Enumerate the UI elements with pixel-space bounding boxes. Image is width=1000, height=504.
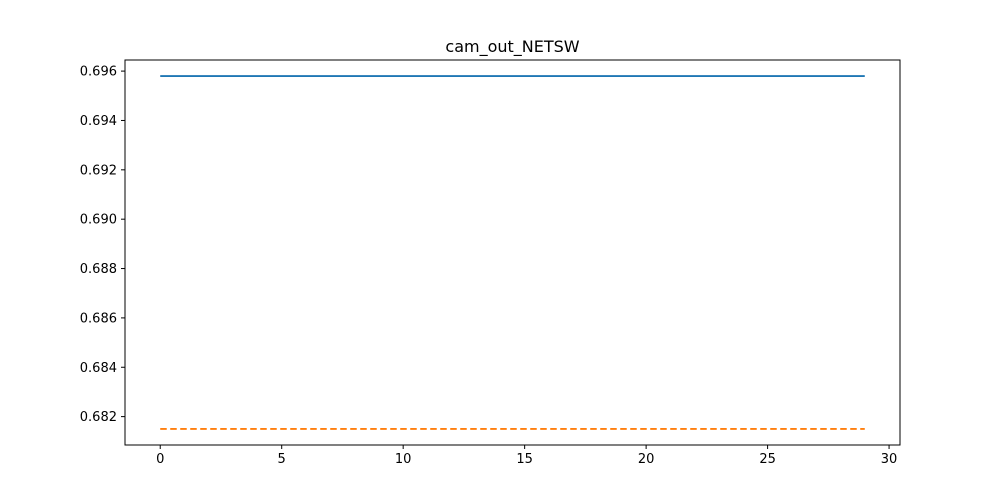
y-tick-label: 0.692 <box>80 163 117 178</box>
y-axis: 0.682 0.684 0.686 0.688 0.690 0.692 0.694 0.696 <box>80 65 125 425</box>
chart-title: cam_out_NETSW <box>445 37 579 57</box>
x-axis: 0 5 10 15 20 25 30 <box>156 445 897 467</box>
x-tick-label: 20 <box>638 452 655 467</box>
y-tick-label: 0.682 <box>80 410 117 425</box>
y-tick-label: 0.690 <box>80 213 117 228</box>
x-tick-label: 25 <box>759 452 776 467</box>
y-tick-label: 0.694 <box>80 114 117 129</box>
x-tick-label: 0 <box>156 452 164 467</box>
plot-frame <box>124 59 901 446</box>
series-layer <box>160 75 865 430</box>
x-tick-label: 30 <box>881 452 898 467</box>
y-tick-label: 0.696 <box>80 65 117 80</box>
y-tick-label: 0.688 <box>80 262 117 277</box>
y-tick-label: 0.686 <box>80 311 117 326</box>
x-tick-label: 5 <box>278 452 286 467</box>
x-tick-label: 15 <box>516 452 533 467</box>
y-tick-label: 0.684 <box>80 361 117 376</box>
x-tick-label: 10 <box>395 452 412 467</box>
